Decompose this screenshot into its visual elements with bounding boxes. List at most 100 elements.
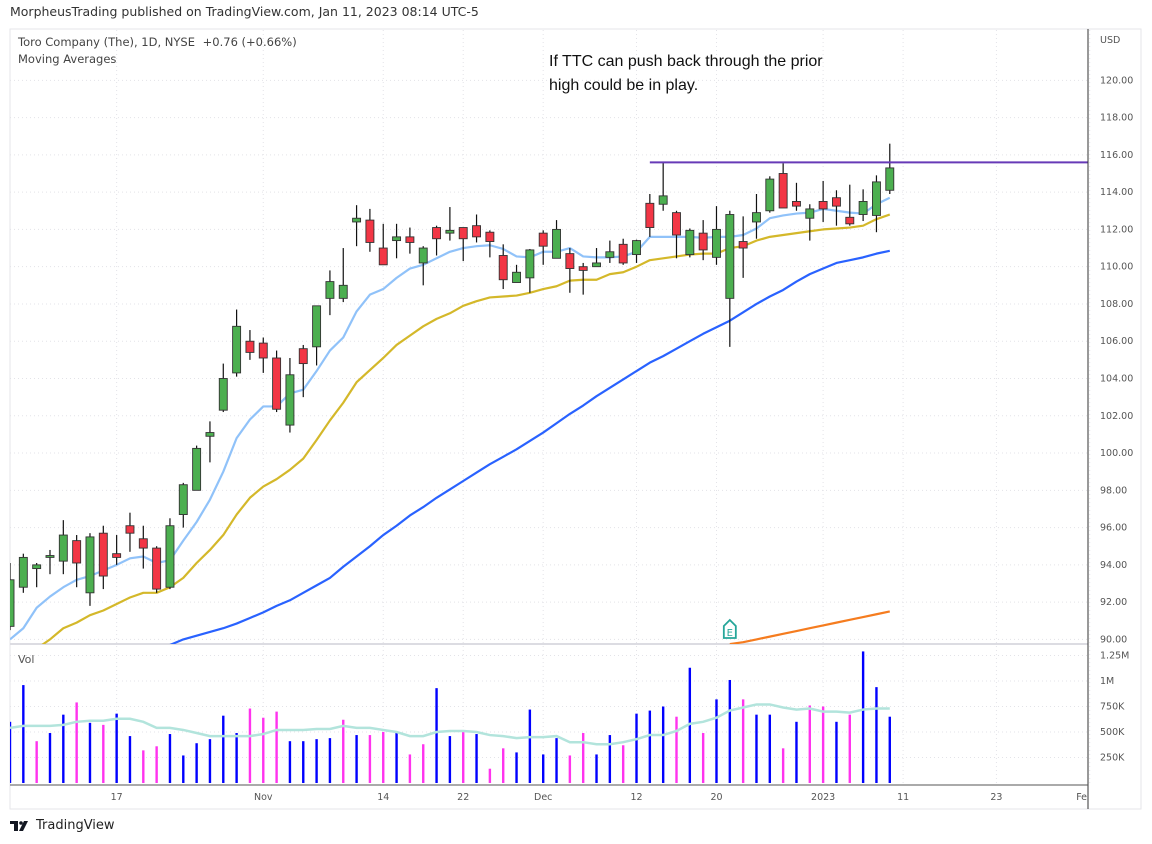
candle — [192, 445, 202, 491]
candle — [738, 216, 748, 278]
candle-body-down — [98, 532, 108, 577]
time-tick-label: 23 — [990, 792, 1002, 803]
candle-body-up — [178, 484, 188, 515]
annotation-text[interactable]: If TTC can push back through the prior h… — [549, 50, 879, 98]
tradingview-footer[interactable]: TradingView — [10, 818, 115, 833]
volume-pane — [10, 651, 891, 783]
symbol-legend[interactable]: Toro Company (The), 1D, NYSE +0.76 (+0.6… — [18, 35, 297, 49]
candle-body-down — [112, 553, 122, 558]
volume-ma-line — [10, 703, 890, 746]
volume-bar — [62, 714, 65, 783]
candle — [778, 163, 788, 209]
price-tick-label: 100.00 — [1100, 448, 1133, 459]
candle — [592, 248, 601, 268]
candle-body-up — [85, 536, 95, 594]
candle-body-up — [632, 240, 641, 256]
volume-bar — [208, 739, 212, 783]
price-tick-label: 110.00 — [1100, 262, 1133, 273]
candle-body-up — [445, 229, 455, 234]
volume-bar — [595, 754, 598, 783]
candle-body-up — [885, 167, 895, 191]
volume-bar — [275, 711, 278, 783]
symbol-info: Toro Company (The), 1D, NYSE — [18, 35, 195, 49]
candle — [872, 175, 881, 233]
candle — [325, 270, 335, 316]
volume-bar — [48, 733, 52, 783]
candle-body-down — [405, 236, 415, 243]
candle-body-up — [592, 262, 601, 268]
candle — [312, 305, 322, 366]
volume-bar — [701, 733, 705, 783]
volume-bar — [621, 745, 625, 783]
time-axis[interactable]: 17 Nov 14 22 Dec 12 20 2023 11 23 Fe — [111, 792, 1088, 803]
candle-body-up — [525, 249, 535, 279]
volume-label: Vol — [18, 653, 34, 666]
volume-bar — [128, 736, 132, 783]
candle-body-up — [512, 271, 521, 283]
volume-bar — [835, 721, 838, 783]
price-axis[interactable]: 90.00 92.00 94.00 96.00 98.00 100.00 102.00 104… — [1100, 75, 1133, 763]
candle — [272, 350, 282, 413]
candle — [618, 238, 628, 265]
candle-body-up — [232, 325, 242, 374]
volume-bar — [568, 755, 572, 783]
candle — [258, 337, 268, 373]
candle — [98, 525, 108, 590]
candle-body-down — [138, 538, 148, 549]
volume-bar — [408, 754, 412, 783]
candle-body-up — [552, 228, 561, 259]
volume-bar — [342, 719, 345, 783]
volume-bar — [88, 722, 92, 783]
price-tick-label: 106.00 — [1100, 336, 1133, 347]
volume-bar — [288, 741, 292, 783]
candle — [632, 239, 641, 263]
candle — [472, 214, 481, 243]
ma-slow-line — [169, 249, 891, 644]
candle — [352, 205, 362, 247]
earnings-marker-icon[interactable] — [722, 618, 737, 639]
volume-bar — [248, 708, 252, 783]
candle — [525, 248, 535, 293]
volume-bar — [35, 741, 38, 783]
candle — [298, 344, 308, 398]
volume-bar — [741, 699, 745, 783]
candle-body-up — [205, 432, 215, 437]
volume-bar — [475, 734, 478, 783]
candle-body-up — [685, 229, 695, 256]
candle — [885, 143, 895, 194]
volume-bar — [195, 743, 198, 783]
volume-tick-label: 250K — [1100, 753, 1125, 764]
time-tick-label: 14 — [377, 792, 389, 803]
volume-bar — [581, 733, 585, 783]
price-tick-label: 96.00 — [1100, 523, 1127, 534]
volume-bar — [315, 739, 318, 783]
price-tick-label: 114.00 — [1100, 187, 1133, 198]
candle-body-down — [618, 243, 628, 264]
candle-body-up — [805, 208, 815, 219]
volume-bar — [355, 735, 358, 783]
candle — [72, 535, 82, 588]
candle — [10, 563, 15, 631]
volume-bar — [222, 715, 225, 783]
candle — [85, 533, 95, 606]
candle-body-up — [765, 178, 775, 212]
volume-tick-label: 500K — [1100, 727, 1125, 738]
volume-bar — [155, 746, 158, 783]
candle-body-up — [392, 236, 402, 242]
price-tick-label: 104.00 — [1100, 374, 1133, 385]
candles — [10, 143, 895, 631]
candle-body-down — [378, 247, 388, 266]
candle — [112, 535, 122, 565]
time-tick-label: 2023 — [811, 792, 835, 803]
candle-body-up — [165, 525, 175, 588]
candle — [658, 162, 668, 211]
candle-body-down — [792, 201, 801, 207]
indicator-legend[interactable]: Moving Averages — [18, 52, 117, 66]
candle-body-up — [18, 556, 28, 588]
volume-bar — [688, 667, 692, 783]
volume-bar — [462, 732, 465, 783]
time-tick-label: 17 — [111, 792, 123, 803]
candle — [645, 194, 655, 237]
candle-body-up — [725, 214, 735, 299]
